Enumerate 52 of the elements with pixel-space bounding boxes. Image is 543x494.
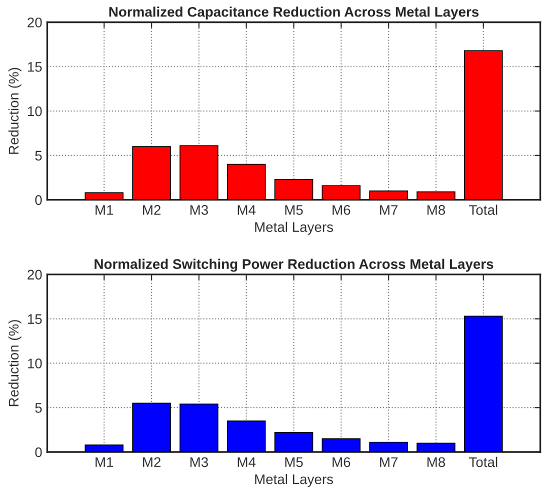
x-tick-label: M7 bbox=[380, 205, 398, 215]
x-tick-label: Total bbox=[469, 456, 498, 468]
x-tick-label: M5 bbox=[285, 457, 303, 468]
bar bbox=[274, 432, 314, 452]
y-axis-title: Reduction (%) bbox=[8, 320, 22, 406]
bar bbox=[322, 185, 361, 200]
bar bbox=[84, 192, 124, 200]
y-axis-title: Reduction (%) bbox=[8, 68, 22, 154]
x-tick-label: Total bbox=[469, 204, 498, 215]
chart-title: Normalized Switching Power Reduction Across Metal Layers bbox=[94, 258, 494, 272]
x-tick-label: M2 bbox=[143, 205, 160, 215]
bar bbox=[226, 420, 266, 452]
x-tick-label: M3 bbox=[190, 205, 208, 215]
x-tick-label: M8 bbox=[427, 205, 446, 215]
x-tick-label: M6 bbox=[332, 457, 350, 468]
x-tick-label: M1 bbox=[96, 205, 114, 215]
bar bbox=[274, 178, 314, 200]
y-tick-label: 5 bbox=[35, 150, 42, 161]
x-axis-title: Metal Layers bbox=[255, 222, 334, 235]
y-tick-label: 0 bbox=[35, 447, 42, 458]
x-tick-label: M4 bbox=[238, 205, 256, 215]
y-tick-label: 15 bbox=[28, 314, 42, 324]
bar bbox=[464, 316, 503, 452]
bar bbox=[416, 191, 456, 200]
y-tick-label: 5 bbox=[35, 403, 42, 413]
bar bbox=[84, 444, 124, 452]
y-tick-label: 15 bbox=[28, 62, 42, 72]
bar bbox=[180, 145, 218, 200]
bar bbox=[464, 50, 503, 200]
x-tick-label: M8 bbox=[427, 457, 446, 468]
x-tick-label: M5 bbox=[285, 205, 303, 215]
bar bbox=[132, 402, 171, 452]
x-tick-label: M6 bbox=[332, 205, 350, 215]
y-tick-label: 20 bbox=[28, 270, 42, 280]
x-axis-title: Metal Layers bbox=[255, 474, 334, 487]
y-tick-label: 10 bbox=[28, 358, 42, 368]
bar bbox=[369, 190, 408, 200]
chart-title: Normalized Capacitance Reduction Across Metal Layers bbox=[109, 6, 479, 20]
x-tick-label: M2 bbox=[143, 457, 160, 467]
x-tick-label: M1 bbox=[96, 457, 114, 467]
bar bbox=[132, 146, 171, 200]
bar bbox=[416, 442, 456, 452]
x-tick-label: M4 bbox=[238, 457, 256, 467]
bar bbox=[226, 164, 266, 200]
bar bbox=[180, 404, 218, 452]
y-tick-label: 0 bbox=[35, 195, 42, 205]
x-tick-label: M3 bbox=[190, 457, 208, 468]
x-tick-label: M7 bbox=[380, 457, 398, 467]
bar bbox=[369, 442, 408, 452]
y-tick-label: 20 bbox=[28, 18, 42, 28]
bar bbox=[322, 438, 361, 452]
y-tick-label: 10 bbox=[28, 106, 42, 116]
